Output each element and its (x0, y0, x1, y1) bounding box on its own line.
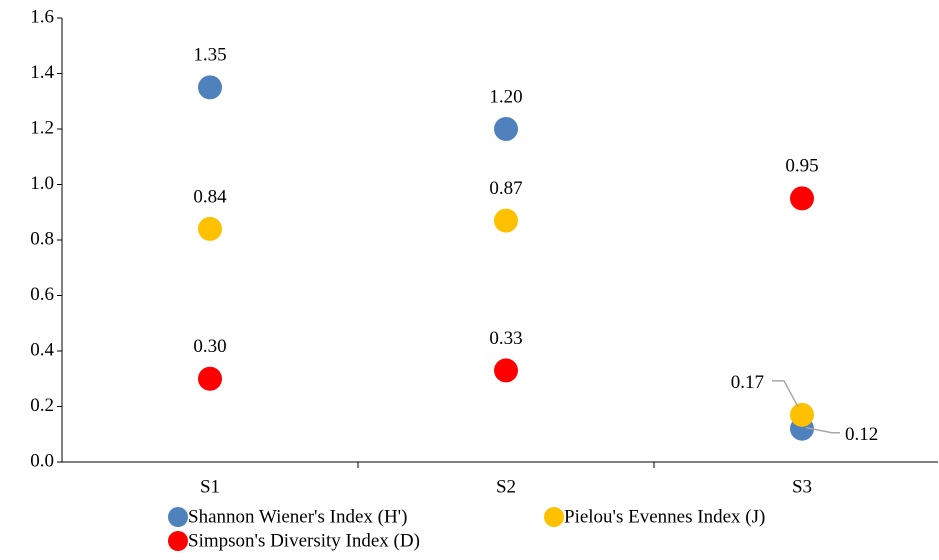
x-tick-label: S1 (200, 476, 220, 497)
data-label: 1.35 (193, 45, 226, 66)
x-tick-label: S2 (496, 476, 516, 497)
y-tick-label: 0.8 (30, 228, 54, 249)
y-tick-label: 0.6 (30, 284, 54, 305)
data-label: 0.30 (193, 336, 226, 357)
data-label: 0.17 (731, 372, 764, 393)
y-tick-label: 1.2 (30, 117, 54, 138)
point (494, 208, 518, 233)
legend-marker (168, 531, 188, 551)
legend-marker (544, 507, 564, 527)
data-label: 0.12 (845, 424, 878, 445)
y-tick-label: 1.4 (30, 62, 54, 83)
legend-label: Pielou's Evennes Index (J) (564, 506, 765, 527)
legend-label: Shannon Wiener's Index (H') (188, 506, 407, 527)
data-label: 0.95 (785, 156, 818, 177)
data-label: 0.84 (193, 186, 227, 207)
point (198, 216, 222, 241)
point (494, 358, 518, 383)
point (790, 402, 814, 427)
legend-label: Simpson's Diversity Index (D) (188, 530, 420, 551)
point (198, 75, 222, 100)
legend-marker (168, 507, 188, 527)
leader-line (772, 380, 799, 408)
y-tick-label: 0.0 (30, 450, 54, 471)
point (198, 366, 222, 391)
y-tick-label: 1.0 (30, 173, 54, 194)
data-label: 1.20 (489, 86, 522, 107)
y-tick-label: 0.4 (30, 339, 54, 360)
data-label: 0.87 (489, 178, 522, 199)
y-tick-label: 0.2 (30, 395, 54, 416)
point (790, 186, 814, 211)
y-tick-label: 1.6 (30, 6, 54, 27)
data-label: 0.33 (489, 328, 522, 349)
x-tick-label: S3 (792, 476, 812, 497)
leader-line (805, 426, 840, 434)
point (494, 117, 518, 141)
